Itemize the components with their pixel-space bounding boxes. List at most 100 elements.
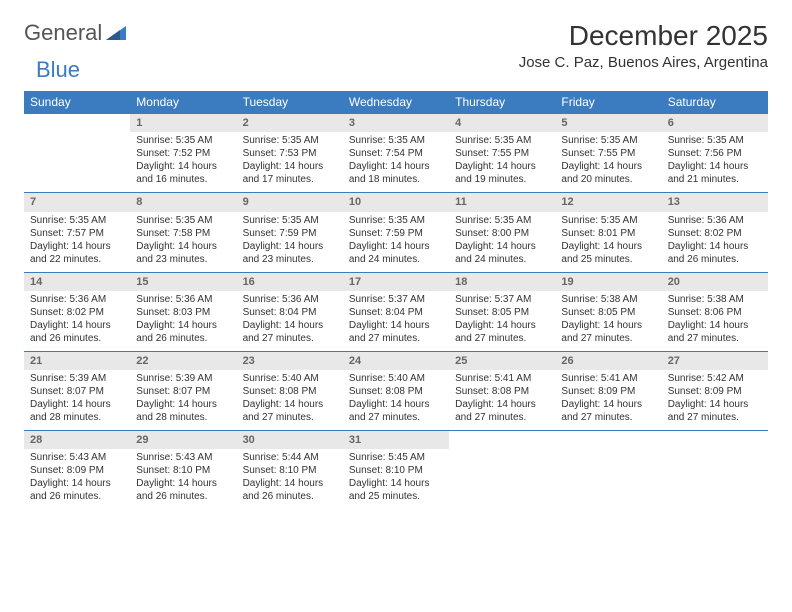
- cell-line-daylight2: and 28 minutes.: [30, 411, 124, 424]
- cell-line-sunset: Sunset: 8:08 PM: [349, 385, 443, 398]
- cell-body: Sunrise: 5:44 AMSunset: 8:10 PMDaylight:…: [237, 449, 343, 509]
- cell-line-daylight1: Daylight: 14 hours: [561, 240, 655, 253]
- cell-line-sunset: Sunset: 8:09 PM: [561, 385, 655, 398]
- cell-line-sunset: Sunset: 8:02 PM: [30, 306, 124, 319]
- cell-line-daylight1: Daylight: 14 hours: [668, 319, 762, 332]
- cell-line-sunset: Sunset: 8:08 PM: [243, 385, 337, 398]
- cell-line-daylight1: Daylight: 14 hours: [349, 398, 443, 411]
- day-number: 7: [24, 193, 130, 211]
- cell-line-sunrise: Sunrise: 5:35 AM: [455, 134, 549, 147]
- cell-body: Sunrise: 5:35 AMSunset: 7:55 PMDaylight:…: [555, 132, 661, 192]
- day-number: 27: [662, 352, 768, 370]
- calendar-cell: 25Sunrise: 5:41 AMSunset: 8:08 PMDayligh…: [449, 351, 555, 430]
- cell-line-daylight1: Daylight: 14 hours: [30, 398, 124, 411]
- cell-line-sunrise: Sunrise: 5:35 AM: [349, 134, 443, 147]
- cell-line-daylight1: Daylight: 14 hours: [349, 160, 443, 173]
- cell-line-daylight2: and 28 minutes.: [136, 411, 230, 424]
- cell-line-sunrise: Sunrise: 5:35 AM: [561, 134, 655, 147]
- logo-general: General: [24, 20, 102, 46]
- cell-line-sunset: Sunset: 7:55 PM: [455, 147, 549, 160]
- cell-line-daylight1: Daylight: 14 hours: [243, 160, 337, 173]
- cell-line-sunset: Sunset: 7:58 PM: [136, 227, 230, 240]
- calendar-cell: 13Sunrise: 5:36 AMSunset: 8:02 PMDayligh…: [662, 193, 768, 272]
- calendar-cell: 20Sunrise: 5:38 AMSunset: 8:06 PMDayligh…: [662, 272, 768, 351]
- cell-line-daylight2: and 27 minutes.: [561, 332, 655, 345]
- day-number: 16: [237, 273, 343, 291]
- cell-body: Sunrise: 5:38 AMSunset: 8:05 PMDaylight:…: [555, 291, 661, 351]
- cell-line-sunset: Sunset: 7:53 PM: [243, 147, 337, 160]
- calendar-cell: 19Sunrise: 5:38 AMSunset: 8:05 PMDayligh…: [555, 272, 661, 351]
- cell-line-sunset: Sunset: 8:10 PM: [349, 464, 443, 477]
- weekday-header: Thursday: [449, 91, 555, 114]
- cell-line-daylight1: Daylight: 14 hours: [30, 319, 124, 332]
- calendar-cell: 31Sunrise: 5:45 AMSunset: 8:10 PMDayligh…: [343, 431, 449, 510]
- cell-line-daylight2: and 27 minutes.: [668, 332, 762, 345]
- cell-line-sunrise: Sunrise: 5:44 AM: [243, 451, 337, 464]
- cell-line-daylight2: and 18 minutes.: [349, 173, 443, 186]
- cell-body: Sunrise: 5:36 AMSunset: 8:04 PMDaylight:…: [237, 291, 343, 351]
- day-number: 23: [237, 352, 343, 370]
- calendar-cell: 22Sunrise: 5:39 AMSunset: 8:07 PMDayligh…: [130, 351, 236, 430]
- cell-line-daylight1: Daylight: 14 hours: [455, 319, 549, 332]
- calendar-header-row: SundayMondayTuesdayWednesdayThursdayFrid…: [24, 91, 768, 114]
- day-number: 3: [343, 114, 449, 132]
- cell-line-sunset: Sunset: 7:59 PM: [243, 227, 337, 240]
- title-block: December 2025 Jose C. Paz, Buenos Aires,…: [519, 20, 768, 71]
- cell-line-sunrise: Sunrise: 5:36 AM: [668, 214, 762, 227]
- calendar-week-row: 1Sunrise: 5:35 AMSunset: 7:52 PMDaylight…: [24, 114, 768, 193]
- cell-line-sunrise: Sunrise: 5:40 AM: [349, 372, 443, 385]
- cell-body: Sunrise: 5:40 AMSunset: 8:08 PMDaylight:…: [237, 370, 343, 430]
- cell-line-daylight1: Daylight: 14 hours: [136, 477, 230, 490]
- cell-line-daylight1: Daylight: 14 hours: [455, 240, 549, 253]
- cell-body: Sunrise: 5:35 AMSunset: 7:59 PMDaylight:…: [343, 212, 449, 272]
- day-number: 6: [662, 114, 768, 132]
- cell-line-sunset: Sunset: 8:08 PM: [455, 385, 549, 398]
- cell-line-sunrise: Sunrise: 5:35 AM: [136, 134, 230, 147]
- weekday-header: Friday: [555, 91, 661, 114]
- cell-line-daylight2: and 26 minutes.: [243, 490, 337, 503]
- cell-line-daylight2: and 26 minutes.: [30, 490, 124, 503]
- cell-body: Sunrise: 5:43 AMSunset: 8:10 PMDaylight:…: [130, 449, 236, 509]
- cell-line-sunset: Sunset: 8:09 PM: [668, 385, 762, 398]
- cell-line-daylight1: Daylight: 14 hours: [243, 477, 337, 490]
- cell-line-daylight2: and 19 minutes.: [455, 173, 549, 186]
- cell-body: Sunrise: 5:35 AMSunset: 7:56 PMDaylight:…: [662, 132, 768, 192]
- cell-line-sunset: Sunset: 8:03 PM: [136, 306, 230, 319]
- weekday-header: Monday: [130, 91, 236, 114]
- cell-line-sunset: Sunset: 7:59 PM: [349, 227, 443, 240]
- cell-line-sunset: Sunset: 7:57 PM: [30, 227, 124, 240]
- cell-line-daylight1: Daylight: 14 hours: [349, 319, 443, 332]
- cell-line-sunrise: Sunrise: 5:35 AM: [668, 134, 762, 147]
- cell-line-sunset: Sunset: 8:10 PM: [243, 464, 337, 477]
- calendar-week-row: 14Sunrise: 5:36 AMSunset: 8:02 PMDayligh…: [24, 272, 768, 351]
- logo-triangle-icon: [106, 26, 126, 45]
- cell-body: Sunrise: 5:41 AMSunset: 8:09 PMDaylight:…: [555, 370, 661, 430]
- day-number: 9: [237, 193, 343, 211]
- cell-line-daylight1: Daylight: 14 hours: [136, 319, 230, 332]
- cell-line-daylight1: Daylight: 14 hours: [455, 398, 549, 411]
- day-number: 4: [449, 114, 555, 132]
- cell-line-sunrise: Sunrise: 5:41 AM: [455, 372, 549, 385]
- calendar-cell: 23Sunrise: 5:40 AMSunset: 8:08 PMDayligh…: [237, 351, 343, 430]
- day-number: 18: [449, 273, 555, 291]
- day-number: 13: [662, 193, 768, 211]
- cell-line-sunset: Sunset: 8:09 PM: [30, 464, 124, 477]
- cell-line-daylight2: and 26 minutes.: [136, 332, 230, 345]
- cell-body: Sunrise: 5:35 AMSunset: 7:54 PMDaylight:…: [343, 132, 449, 192]
- cell-line-daylight1: Daylight: 14 hours: [243, 319, 337, 332]
- calendar-cell: 9Sunrise: 5:35 AMSunset: 7:59 PMDaylight…: [237, 193, 343, 272]
- cell-line-sunrise: Sunrise: 5:38 AM: [668, 293, 762, 306]
- cell-line-daylight2: and 20 minutes.: [561, 173, 655, 186]
- cell-body: Sunrise: 5:35 AMSunset: 8:01 PMDaylight:…: [555, 212, 661, 272]
- cell-line-sunrise: Sunrise: 5:35 AM: [243, 134, 337, 147]
- location-text: Jose C. Paz, Buenos Aires, Argentina: [519, 54, 768, 71]
- cell-line-daylight1: Daylight: 14 hours: [455, 160, 549, 173]
- cell-line-sunrise: Sunrise: 5:43 AM: [136, 451, 230, 464]
- day-number: 31: [343, 431, 449, 449]
- day-number: 28: [24, 431, 130, 449]
- cell-body: Sunrise: 5:39 AMSunset: 8:07 PMDaylight:…: [130, 370, 236, 430]
- cell-body: Sunrise: 5:35 AMSunset: 8:00 PMDaylight:…: [449, 212, 555, 272]
- cell-line-sunrise: Sunrise: 5:35 AM: [349, 214, 443, 227]
- day-number: 26: [555, 352, 661, 370]
- cell-line-daylight2: and 26 minutes.: [136, 490, 230, 503]
